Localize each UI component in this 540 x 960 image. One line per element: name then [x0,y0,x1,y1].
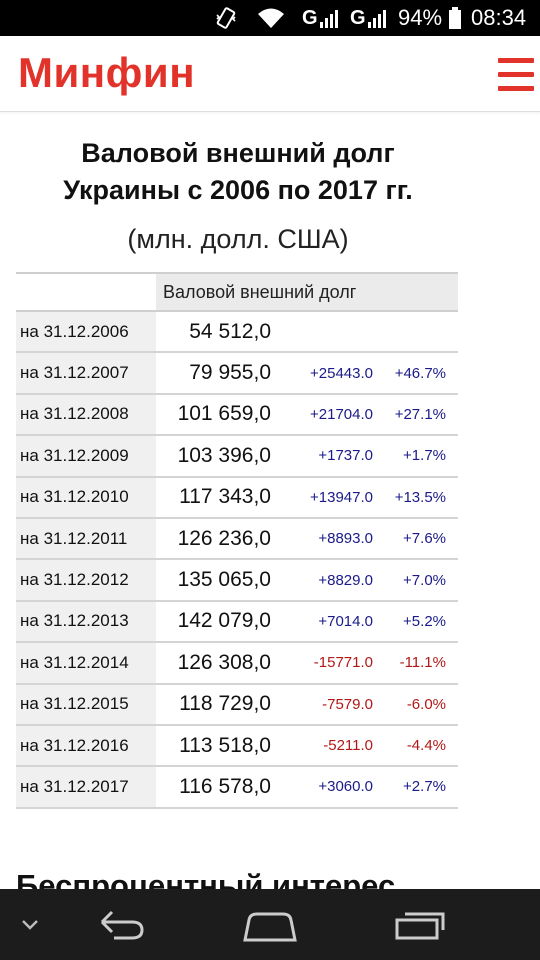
table-row: на 31.12.2015 118 729,0 -7579.0 -6.0% [16,684,458,726]
row-change-absolute: +7014.0 [318,612,373,630]
hide-keyboard-chevron-icon[interactable] [10,889,50,960]
sim2-label: G [350,6,366,29]
table-header: Валовой внешний долг [16,274,458,312]
row-change-percent: +27.1% [394,405,446,423]
row-date: на 31.12.2009 [16,436,156,476]
row-change-percent: -11.1% [399,654,446,672]
vibrate-icon [212,0,240,36]
table-row: на 31.12.2016 113 518,0 -5211.0 -4.4% [16,725,458,768]
row-date: на 31.12.2006 [16,312,156,352]
row-debt-value: 117 343,0 [179,485,271,509]
table-row: на 31.12.2017 116 578,0 +3060.0 +2.7% [16,767,458,809]
row-debt-value: 142 079,0 [177,609,271,633]
row-debt-value: 79 955,0 [189,361,271,385]
table-row: на 31.12.2006 54 512,0 [16,312,458,354]
table-row: на 31.12.2010 117 343,0 +13947.0 +13.5% [16,477,458,519]
row-change-absolute: +21704.0 [310,405,373,423]
row-date: на 31.12.2015 [16,684,156,724]
page-title: Валовой внешний долг Украины с 2006 по 2… [0,135,476,209]
row-date: на 31.12.2008 [16,394,156,435]
row-debt-value: 103 396,0 [177,443,271,467]
row-debt-value: 118 729,0 [179,692,271,716]
wifi-icon [254,0,288,36]
row-change-percent: +1.7% [403,447,446,465]
row-change-absolute: -7579.0 [322,695,373,713]
app-header: Минфин [0,36,540,112]
row-change-percent: -4.4% [406,737,446,755]
row-change-percent: +5.2% [403,612,446,630]
row-date: на 31.12.2013 [16,601,156,642]
row-date: на 31.12.2010 [16,477,156,517]
table-row: на 31.12.2013 142 079,0 +7014.0 +5.2% [16,601,458,644]
row-change-absolute: +8829.0 [318,571,373,589]
row-debt-value: 116 578,0 [179,774,271,798]
page-title-line-2: Украины с 2006 по 2017 гг. [63,175,413,205]
row-change-percent: +7.0% [403,571,446,589]
signal-sim2-icon: G [350,0,394,36]
signal-sim1-icon: G [302,0,346,36]
row-debt-value: 113 518,0 [179,733,271,757]
row-change-percent: +13.5% [394,488,446,506]
row-debt-value: 126 236,0 [177,526,271,550]
row-change-absolute: +1737.0 [318,447,373,465]
row-change-percent [378,312,446,351]
hamburger-menu-icon[interactable] [494,58,536,92]
clock: 08:34 [471,5,527,30]
row-change-absolute: +25443.0 [310,364,373,382]
table-header-debt: Валовой внешний долг [156,274,458,310]
page-title-line-1: Валовой внешний долг [81,138,395,168]
row-change-absolute: +13947.0 [310,488,373,506]
table-row: на 31.12.2014 126 308,0 -15771.0 -11.1% [16,643,458,685]
row-change-absolute: -15771.0 [313,654,373,672]
table-row: на 31.12.2012 135 065,0 +8829.0 +7.0% [16,560,458,602]
row-change-percent: +2.7% [403,778,446,796]
row-debt-value: 135 065,0 [177,568,271,592]
table-body: на 31.12.2006 54 512,0 на 31.12.2007 79 955… [16,312,458,809]
row-date: на 31.12.2017 [16,767,156,807]
row-change-absolute: +8893.0 [318,530,373,548]
battery-icon [446,0,464,36]
row-date: на 31.12.2016 [16,725,156,766]
row-debt-value: 54 512,0 [189,319,271,343]
navigation-bar [0,889,540,960]
row-change-absolute: -5211.0 [323,737,373,755]
table-header-empty-cell [16,274,156,310]
table-row: на 31.12.2009 103 396,0 +1737.0 +1.7% [16,436,458,478]
table-row: на 31.12.2011 126 236,0 +8893.0 +7.6% [16,518,458,561]
row-debt-value: 126 308,0 [177,650,271,674]
recent-apps-icon[interactable] [380,889,460,960]
row-date: на 31.12.2011 [16,518,156,559]
row-change-absolute [276,312,373,351]
row-date: на 31.12.2007 [16,353,156,393]
back-icon[interactable] [80,889,160,960]
external-debt-table: Валовой внешний долг на 31.12.2006 54 512… [16,272,458,809]
row-date: на 31.12.2012 [16,560,156,600]
row-date: на 31.12.2014 [16,643,156,683]
status-bar: G G 94% 08:34 [0,0,540,36]
sim1-label: G [302,6,318,29]
row-change-absolute: +3060.0 [318,778,373,796]
row-change-percent: +46.7% [394,364,446,382]
site-logo[interactable]: Минфин [18,49,196,96]
page-subtitle: (млн. долл. США) [127,224,349,254]
table-row: на 31.12.2008 101 659,0 +21704.0 +27.1% [16,394,458,437]
home-icon[interactable] [230,889,310,960]
row-change-percent: -6.0% [406,695,446,713]
row-debt-value: 101 659,0 [177,402,271,426]
row-change-percent: +7.6% [403,530,446,548]
battery-percent: 94% [398,5,443,30]
table-row: на 31.12.2007 79 955,0 +25443.0 +46.7% [16,353,458,395]
